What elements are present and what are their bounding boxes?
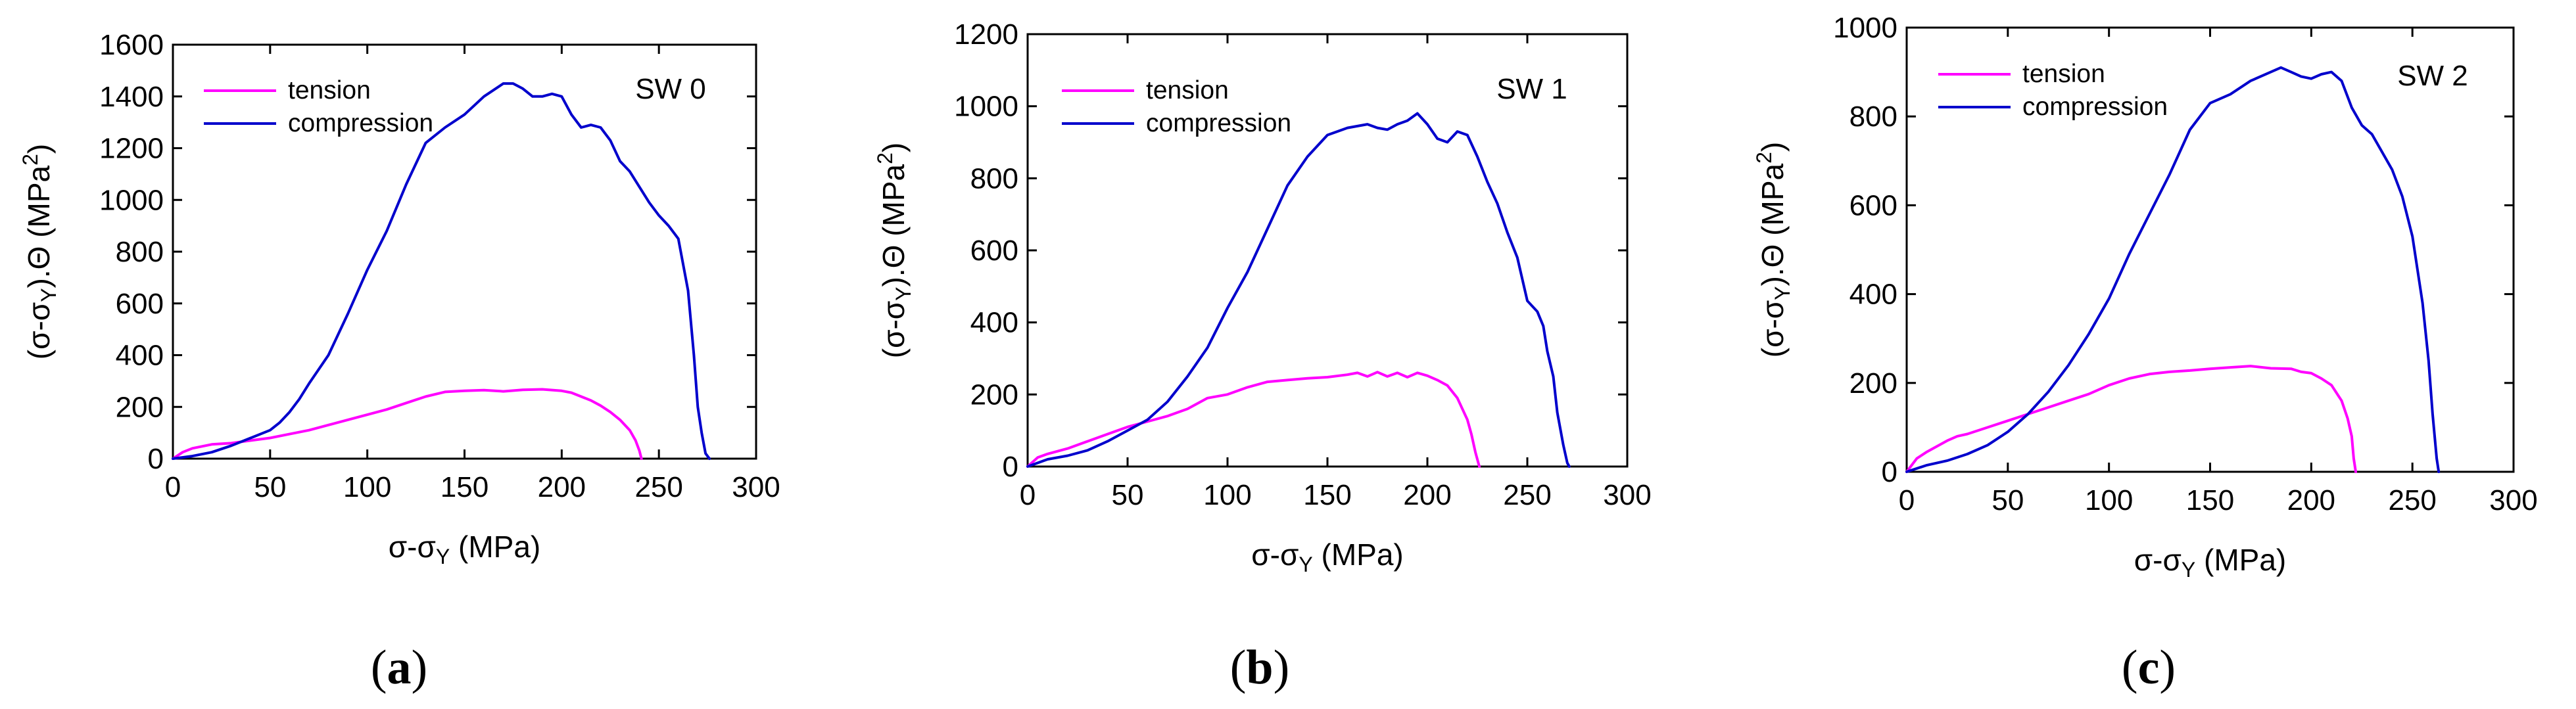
x-tick-label: 300 (1603, 479, 1651, 511)
y-tick-label: 0 (1882, 456, 1897, 488)
series-line-compression (172, 82, 711, 460)
y-tick-label: 0 (1003, 451, 1018, 483)
x-tick-label: 150 (2186, 484, 2234, 516)
chart-panel-2: 0 50 100 150 200 250 300 0 200 400 600 800 1000 1200 t… (873, 18, 1652, 695)
x-tick-label: 300 (2489, 484, 2537, 516)
x-axis-title: σ-σY (MPa) (389, 530, 540, 568)
x-tick-label: 50 (1992, 484, 2024, 516)
panel-title: SW 1 (1496, 73, 1567, 105)
y-tick-label: 400 (970, 307, 1018, 339)
x-tick-label: 100 (343, 471, 391, 503)
legend-label-compression: compression (1146, 109, 1291, 137)
y-tick-label: 200 (116, 391, 164, 423)
x-tick-label: 300 (732, 471, 780, 503)
x-tick-label: 250 (1503, 479, 1551, 511)
y-tick-label: 400 (116, 340, 164, 372)
x-axis-title: σ-σY (MPa) (1251, 537, 1403, 576)
y-tick-label: 0 (148, 443, 164, 475)
y-tick-label: 200 (1849, 367, 1897, 400)
y-tick-label: 1200 (99, 133, 164, 165)
y-tick-label: 800 (970, 162, 1018, 194)
x-axis-title: σ-σY (MPa) (2134, 543, 2286, 582)
legend-label-tension: tension (2022, 60, 2105, 88)
x-tick-label: 100 (1203, 479, 1251, 511)
legend-label-compression: compression (288, 109, 433, 137)
y-tick-label: 1000 (99, 184, 164, 216)
x-tick-label: 0 (1899, 484, 1915, 516)
y-axis-title: (σ-σY).Θ (MPa2) (18, 144, 60, 359)
panel-caption: (a) (371, 641, 427, 695)
series-line-tension (172, 388, 643, 460)
panel-caption: (b) (1230, 641, 1289, 695)
legend-label-compression: compression (2022, 93, 2168, 121)
x-tick-label: 50 (254, 471, 286, 503)
y-tick-label: 400 (1849, 279, 1897, 311)
legend-label-tension: tension (288, 76, 371, 104)
x-tick-label: 200 (1403, 479, 1451, 511)
y-tick-label: 600 (970, 235, 1018, 267)
series-line-compression (1026, 112, 1571, 468)
y-axis-title: (σ-σY).Θ (MPa2) (873, 143, 915, 358)
x-tick-label: 150 (1303, 479, 1351, 511)
x-tick-label: 50 (1112, 479, 1144, 511)
chart-panel-3: 0 50 100 150 200 250 300 0 200 400 600 800 1000 tensi… (1752, 12, 2538, 695)
y-tick-label: 800 (1849, 101, 1897, 133)
y-tick-label: 800 (116, 236, 164, 268)
panel-caption: (c) (2122, 641, 2176, 695)
plot-frame (172, 43, 757, 460)
x-tick-label: 150 (441, 471, 489, 503)
series-line-tension (1905, 365, 2357, 473)
y-tick-label: 200 (970, 378, 1018, 411)
plot-frame (1905, 26, 2515, 473)
y-tick-label: 600 (116, 288, 164, 320)
x-tick-label: 250 (634, 471, 682, 503)
x-tick-label: 100 (2085, 484, 2133, 516)
y-tick-label: 600 (1849, 189, 1897, 221)
x-tick-label: 200 (2287, 484, 2335, 516)
y-axis-title: (σ-σY).Θ (MPa2) (1752, 142, 1794, 357)
y-tick-label: 1600 (99, 29, 164, 61)
x-tick-label: 200 (538, 471, 586, 503)
y-tick-label: 1000 (954, 91, 1018, 123)
x-tick-label: 0 (165, 471, 181, 503)
legend-label-tension: tension (1146, 76, 1229, 104)
chart-panel-1: 0 50 100 150 200 250 300 0 200 400 600 800 1000 1200 1… (18, 29, 780, 695)
series-line-tension (1026, 371, 1481, 468)
panel-title: SW 0 (635, 73, 706, 105)
series-line-compression (1905, 66, 2441, 473)
x-tick-label: 250 (2388, 484, 2436, 516)
y-tick-label: 1000 (1833, 12, 1897, 44)
y-tick-label: 1200 (954, 18, 1018, 51)
x-tick-label: 0 (1020, 479, 1036, 511)
y-tick-label: 1400 (99, 81, 164, 113)
panel-title: SW 2 (2397, 60, 2468, 92)
